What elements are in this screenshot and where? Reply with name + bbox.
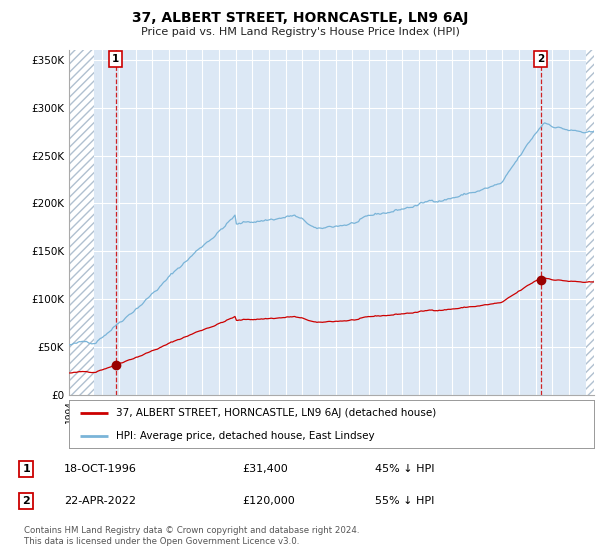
Text: HPI: Average price, detached house, East Lindsey: HPI: Average price, detached house, East… [116,431,375,441]
Text: £120,000: £120,000 [242,496,295,506]
Text: 1: 1 [112,54,119,64]
Text: 2: 2 [537,54,544,64]
Text: 18-OCT-1996: 18-OCT-1996 [64,464,137,474]
Text: 37, ALBERT STREET, HORNCASTLE, LN9 6AJ: 37, ALBERT STREET, HORNCASTLE, LN9 6AJ [132,11,468,25]
Text: 1: 1 [23,464,30,474]
Text: Contains HM Land Registry data © Crown copyright and database right 2024.
This d: Contains HM Land Registry data © Crown c… [24,526,359,546]
Text: £31,400: £31,400 [242,464,288,474]
Text: 45% ↓ HPI: 45% ↓ HPI [375,464,434,474]
Text: 37, ALBERT STREET, HORNCASTLE, LN9 6AJ (detached house): 37, ALBERT STREET, HORNCASTLE, LN9 6AJ (… [116,408,437,418]
Text: Price paid vs. HM Land Registry's House Price Index (HPI): Price paid vs. HM Land Registry's House … [140,27,460,37]
Text: 55% ↓ HPI: 55% ↓ HPI [375,496,434,506]
Text: 22-APR-2022: 22-APR-2022 [64,496,136,506]
Text: 2: 2 [23,496,30,506]
